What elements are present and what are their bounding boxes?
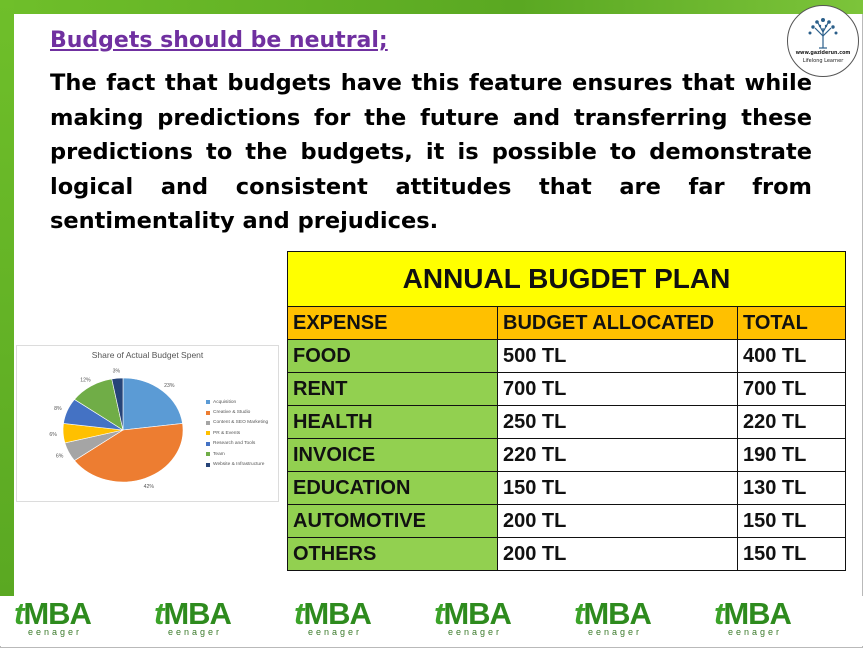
tmba-logo-subtext: eenager [28,627,83,637]
tmba-logo-subtext: eenager [728,627,783,637]
legend-swatch [206,410,210,415]
tmba-logo: tMBA eenager [154,596,274,644]
pie-data-label: 12% [80,377,91,383]
table-title: ANNUAL BUGDET PLAN [287,251,846,307]
legend-item: Acquisition [206,397,276,407]
budget-cell: 200 TL [497,504,738,538]
legend-label: Creative & Studio [213,410,251,416]
table-row: AUTOMOTIVE 200 TL 150 TL [287,504,846,538]
expense-cell: OTHERS [287,537,498,571]
pie-chart-panel: 23% 42% 6% 6% 8% 12% 3% Share of Actual Budget… [16,345,279,502]
legend-item: Team [206,449,276,459]
budget-cell: 250 TL [497,405,738,439]
site-logo: www.gaziderun.com Lifelong Learner [787,5,859,77]
expense-cell: FOOD [287,339,498,373]
total-cell: 150 TL [737,537,846,571]
legend-item: Content & SEO Marketing [206,418,276,428]
expense-cell: AUTOMOTIVE [287,504,498,538]
total-cell: 220 TL [737,405,846,439]
pie-data-label: 23% [164,383,175,389]
tmba-logo-subtext: eenager [588,627,643,637]
legend-item: PR & Events [206,428,276,438]
logo-url: www.gaziderun.com [795,51,851,56]
tmba-logo-subtext: eenager [448,627,503,637]
tmba-logo-mark: tMBA [154,596,232,631]
tmba-logo-subtext: eenager [168,627,223,637]
slide-body-text: The fact that budgets have this feature … [50,70,812,234]
annual-budget-table: ANNUAL BUGDET PLAN EXPENSE BUDGET ALLOCA… [287,251,846,571]
total-cell: 130 TL [737,471,846,505]
header-budget-allocated: BUDGET ALLOCATED [497,306,738,340]
tmba-logo: tMBA eenager [714,596,834,644]
legend-swatch [206,420,210,425]
tmba-logo-mark: tMBA [574,596,652,631]
tmba-logo-subtext: eenager [308,627,363,637]
budget-cell: 150 TL [497,471,738,505]
tmba-logo: tMBA eenager [574,596,694,644]
legend-swatch [206,400,210,405]
table-row: FOOD 500 TL 400 TL [287,339,846,373]
budget-cell: 200 TL [497,537,738,571]
tmba-logo-mark: tMBA [434,596,512,631]
pie-data-label: 6% [56,454,64,460]
pie-data-label: 42% [144,484,155,490]
legend-label: Research and Tools [213,441,256,447]
tmba-logo: tMBA eenager [14,596,134,644]
table-row: INVOICE 220 TL 190 TL [287,438,846,472]
table-row: HEALTH 250 TL 220 TL [287,405,846,439]
legend-label: PR & Events [213,430,241,436]
expense-cell: EDUCATION [287,471,498,505]
total-cell: 190 TL [737,438,846,472]
logo-tagline: Lifelong Learner [802,58,844,64]
pie-chart: 23% 42% 6% 6% 8% 12% 3% [49,368,184,490]
total-cell: 400 TL [737,339,846,373]
tmba-logo: tMBA eenager [294,596,414,644]
table-row: RENT 700 TL 700 TL [287,372,846,406]
expense-cell: HEALTH [287,405,498,439]
legend-swatch [206,462,210,467]
tree-icon [808,18,838,49]
chart-title: Share of Actual Budget Spent [91,350,204,360]
pie-data-label: 6% [49,432,57,438]
pie-slice-creative-studio [74,423,184,483]
expense-cell: INVOICE [287,438,498,472]
legend-swatch [206,441,210,446]
expense-cell: RENT [287,372,498,406]
footer-brand-strip: tMBA eenager tMBA eenager tMBA eenager tMBA een… [0,596,863,646]
header-total: TOTAL [737,306,846,340]
legend-item: Website & Infrastructure [206,459,276,469]
chart-legend: Acquisition Creative & Studio Content & SE… [206,397,276,470]
total-cell: 150 TL [737,504,846,538]
pie-slice-acquisition [122,377,183,431]
table-row: OTHERS 200 TL 150 TL [287,537,846,571]
budget-cell: 220 TL [497,438,738,472]
budget-cell: 700 TL [497,372,738,406]
legend-item: Creative & Studio [206,407,276,417]
pie-data-label: 8% [54,406,62,412]
tmba-logo-mark: tMBA [294,596,372,631]
left-accent-bar [0,0,14,600]
legend-label: Content & SEO Marketing [213,420,269,426]
legend-label: Acquisition [213,399,237,405]
tmba-logo-mark: tMBA [714,596,792,631]
header-expense: EXPENSE [287,306,498,340]
slide-heading: Budgets should be neutral; [50,28,388,53]
legend-swatch [206,452,210,457]
table-header-row: EXPENSE BUDGET ALLOCATED TOTAL [287,306,846,340]
pie-data-label: 3% [113,368,121,374]
top-accent-bar [0,0,863,14]
table-row: EDUCATION 150 TL 130 TL [287,471,846,505]
pie-slice-website-infrastructure [111,377,124,431]
legend-swatch [206,431,210,436]
legend-label: Team [213,451,225,457]
legend-item: Research and Tools [206,439,276,449]
total-cell: 700 TL [737,372,846,406]
legend-label: Website & Infrastructure [213,462,265,468]
tmba-logo-mark: tMBA [14,596,92,631]
budget-cell: 500 TL [497,339,738,373]
tmba-logo: tMBA eenager [434,596,554,644]
